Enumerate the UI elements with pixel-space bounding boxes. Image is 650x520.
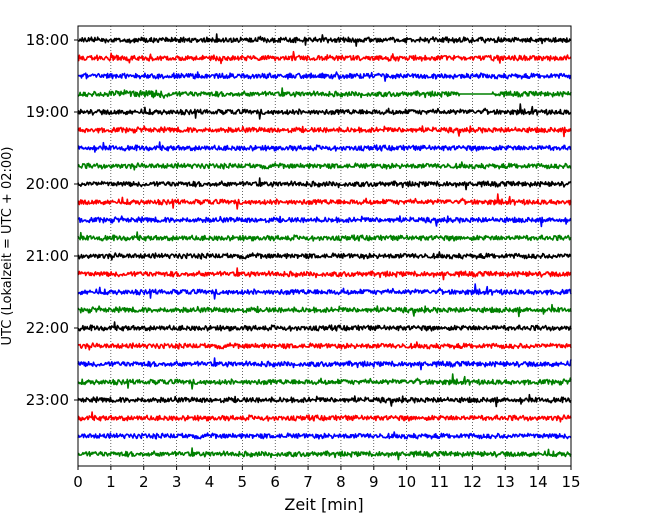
x-tick-label-0: 0 xyxy=(73,473,83,491)
x-tick-label-12: 12 xyxy=(463,473,482,491)
x-tick-label-6: 6 xyxy=(270,473,280,491)
y-tick-label-2100: 21:00 xyxy=(26,247,69,265)
x-tick-label-1: 1 xyxy=(106,473,116,491)
trace-1945 xyxy=(77,161,572,171)
grid-lines xyxy=(110,26,539,466)
trace-1900 xyxy=(77,103,572,120)
trace-2245 xyxy=(77,373,572,390)
trace-1845 xyxy=(77,87,572,99)
trace-2045 xyxy=(77,231,572,242)
trace-2145 xyxy=(77,303,572,318)
plot-frame xyxy=(77,25,572,467)
trace-1915 xyxy=(77,125,572,138)
y-axis-ticks: 18:00 19:00 20:00 21:00 22:00 23:00 xyxy=(26,31,78,409)
trace-1930 xyxy=(77,141,572,153)
x-tick-label-8: 8 xyxy=(336,473,346,491)
x-tick-label-15: 15 xyxy=(561,473,580,491)
trace-2200 xyxy=(77,321,572,332)
y-tick-label-2300: 23:00 xyxy=(26,391,69,409)
trace-2230 xyxy=(77,357,572,371)
x-tick-label-11: 11 xyxy=(430,473,449,491)
trace-1800 xyxy=(77,33,572,47)
traces xyxy=(77,33,572,461)
x-tick-label-13: 13 xyxy=(496,473,515,491)
x-tick-label-3: 3 xyxy=(172,473,182,491)
x-tick-label-2: 2 xyxy=(139,473,149,491)
y-tick-label-1800: 18:00 xyxy=(26,31,69,49)
x-tick-label-4: 4 xyxy=(205,473,215,491)
trace-2115 xyxy=(77,267,572,281)
trace-1830 xyxy=(77,71,572,82)
plot-area xyxy=(78,26,571,466)
trace-2315 xyxy=(77,411,572,423)
x-tick-label-5: 5 xyxy=(238,473,248,491)
x-tick-label-10: 10 xyxy=(397,473,416,491)
x-tick-label-14: 14 xyxy=(529,473,548,491)
trace-2345 xyxy=(77,447,572,461)
x-tick-label-9: 9 xyxy=(369,473,379,491)
y-axis-label: UTC (Lokalzeit = UTC + 02:00) xyxy=(0,147,15,346)
trace-1815 xyxy=(77,50,572,65)
x-axis-ticks: 0 1 2 3 4 5 6 7 8 9 10 11 12 13 14 15 xyxy=(73,466,581,491)
y-tick-label-2000: 20:00 xyxy=(26,175,69,193)
y-tick-label-1900: 19:00 xyxy=(26,103,69,121)
trace-2000 xyxy=(77,177,572,191)
trace-2330 xyxy=(77,431,572,440)
trace-2100 xyxy=(77,251,572,261)
x-tick-label-7: 7 xyxy=(303,473,313,491)
x-axis-label: Zeit [min] xyxy=(284,495,363,514)
trace-2130 xyxy=(77,283,572,300)
trace-2215 xyxy=(77,341,572,351)
trace-2300 xyxy=(77,393,572,408)
y-tick-label-2200: 22:00 xyxy=(26,319,69,337)
trace-2015 xyxy=(77,193,572,210)
trace-2030 xyxy=(77,215,572,228)
